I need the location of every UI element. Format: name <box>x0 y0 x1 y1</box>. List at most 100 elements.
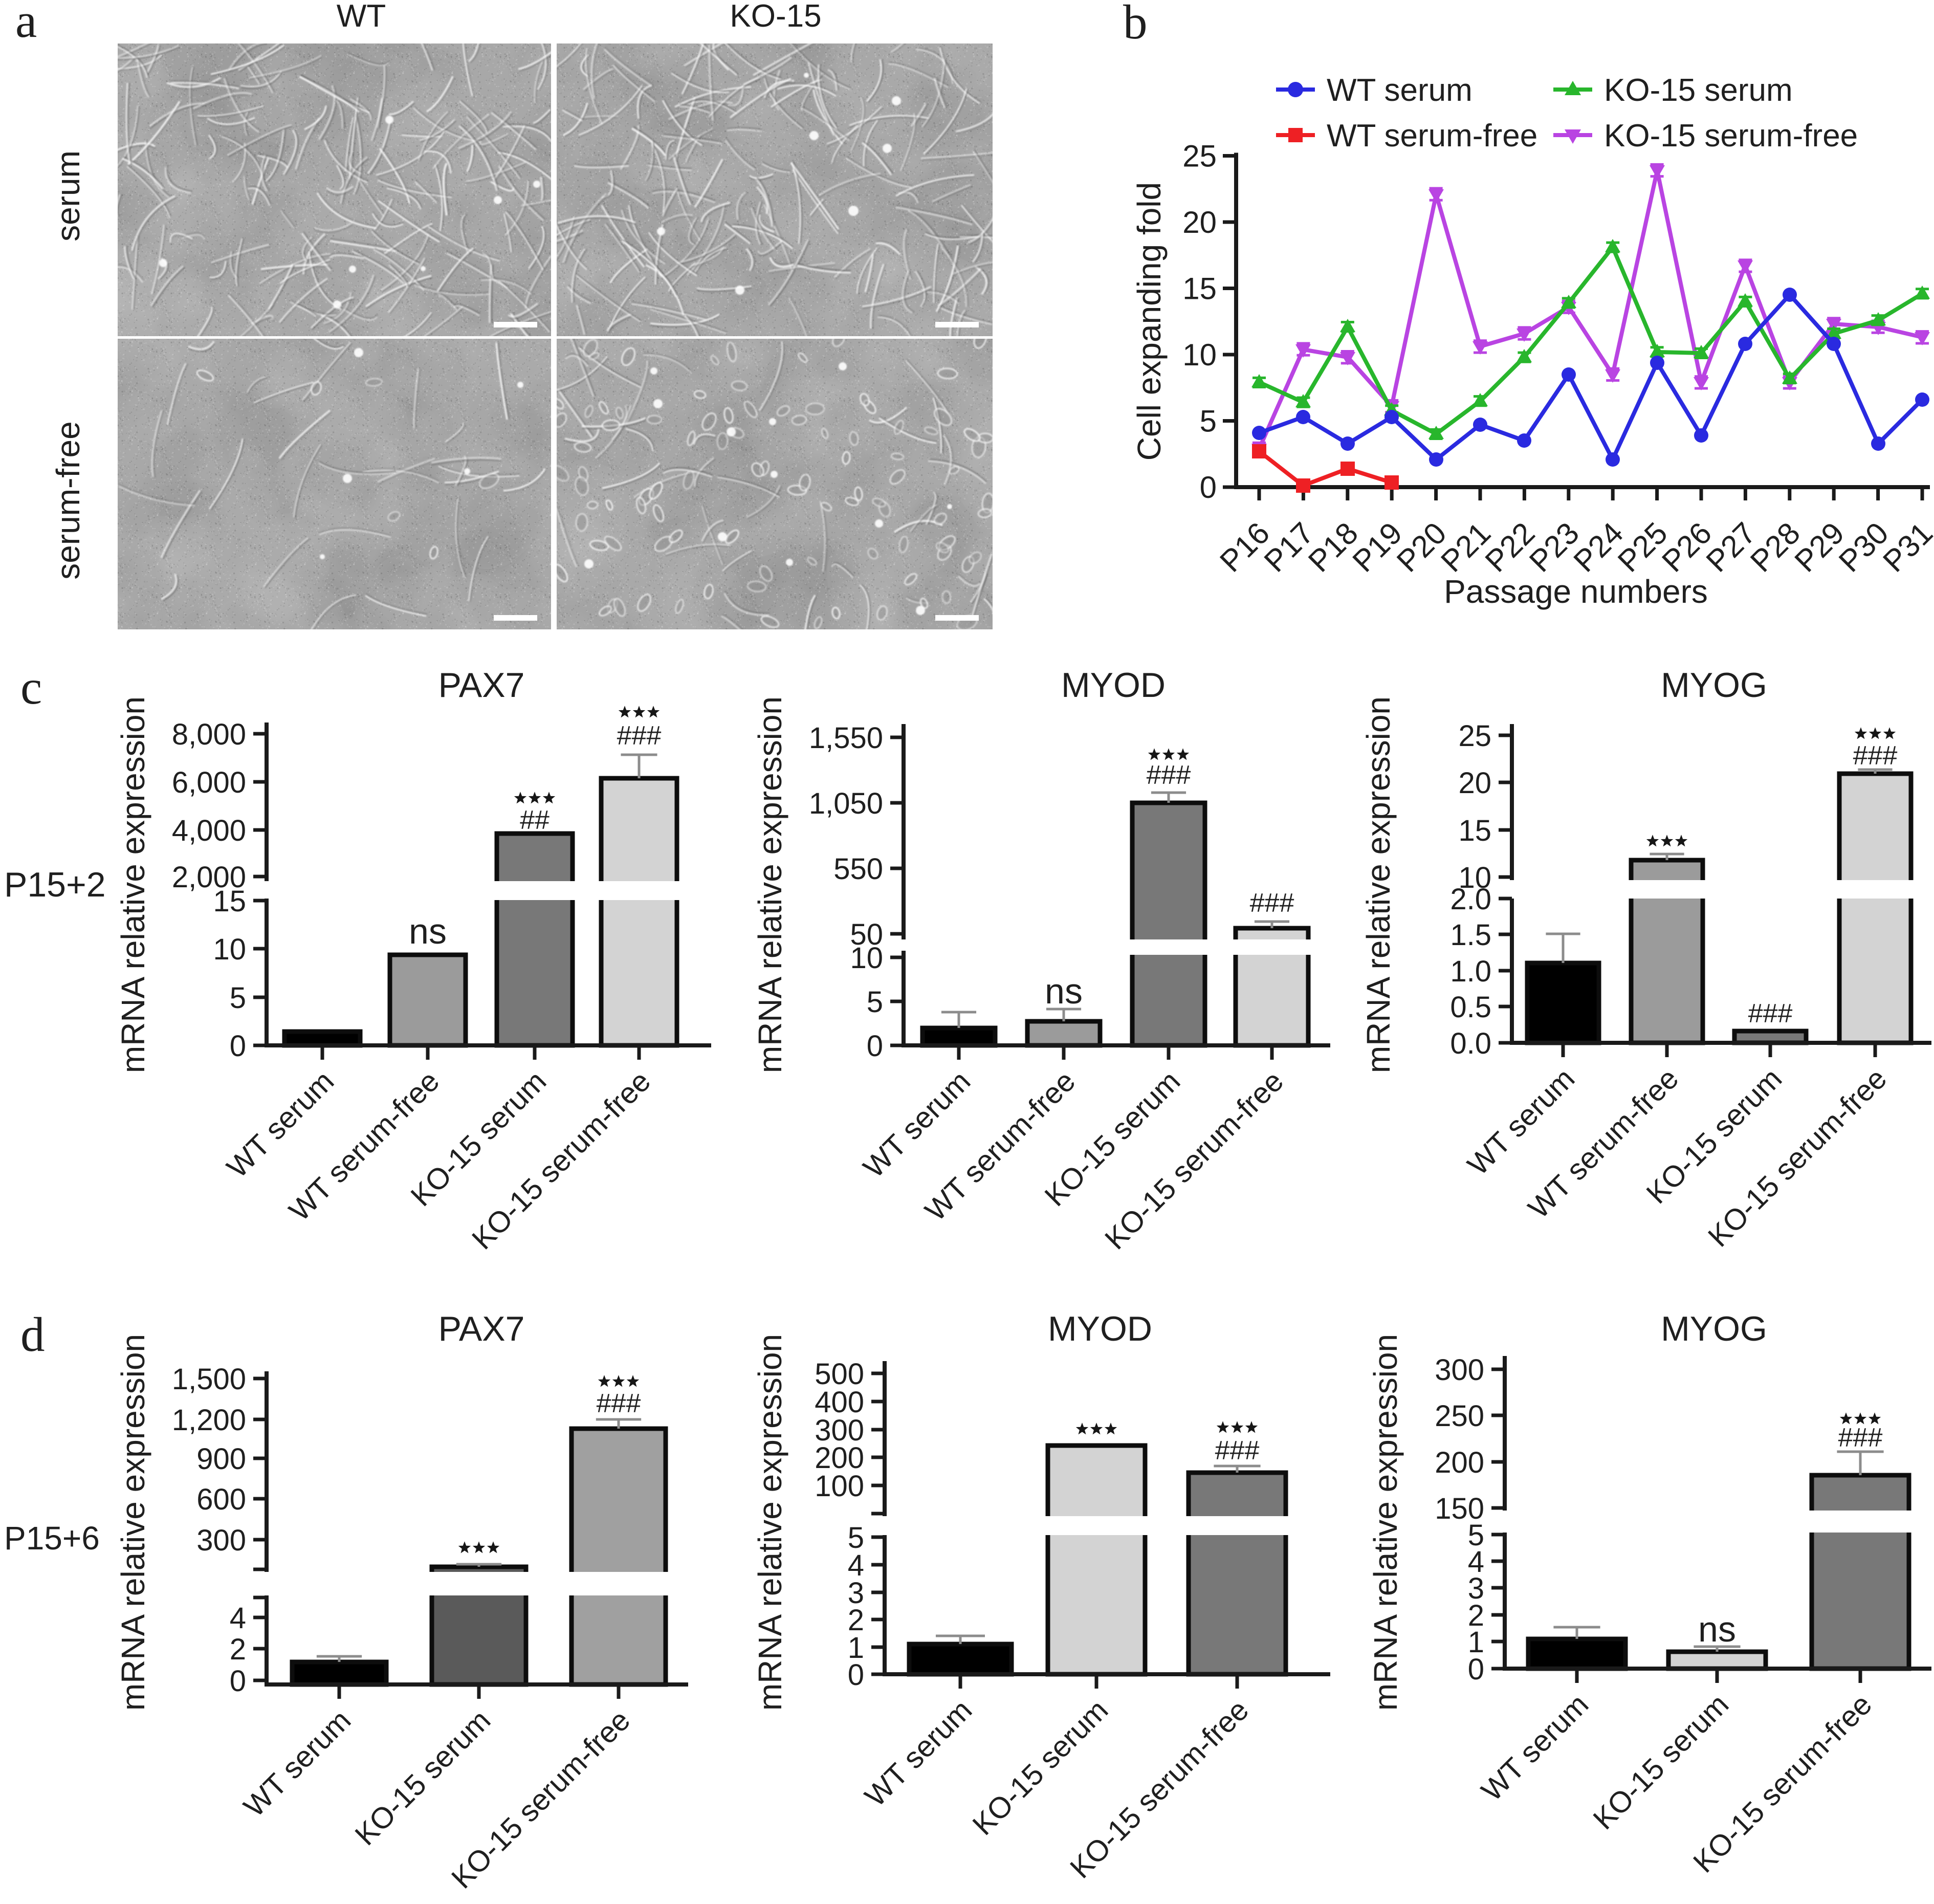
svg-text:PAX7: PAX7 <box>438 666 525 705</box>
svg-text:500: 500 <box>815 1358 864 1391</box>
svg-text:5: 5 <box>867 986 883 1019</box>
svg-text:2: 2 <box>1468 1599 1484 1632</box>
svg-text:50: 50 <box>850 918 883 951</box>
svg-text:15: 15 <box>1458 814 1491 847</box>
svg-text:400: 400 <box>815 1386 864 1419</box>
svg-text:5: 5 <box>1468 1519 1484 1552</box>
svg-text:ns: ns <box>1045 971 1083 1011</box>
svg-text:WT serum: WT serum <box>1327 73 1473 108</box>
svg-text:100: 100 <box>815 1470 864 1503</box>
svg-text:0.5: 0.5 <box>1450 991 1491 1024</box>
svg-text:###: ### <box>1215 1436 1260 1465</box>
svg-text:Passage numbers: Passage numbers <box>1444 573 1708 610</box>
svg-text:6,000: 6,000 <box>172 766 246 799</box>
svg-text:1,050: 1,050 <box>809 787 883 820</box>
svg-text:mRNA relative expression: mRNA relative expression <box>1360 696 1397 1073</box>
svg-text:1,550: 1,550 <box>809 721 883 755</box>
svg-text:150: 150 <box>1435 1492 1484 1525</box>
svg-text:KO-15: KO-15 <box>730 0 821 34</box>
svg-text:mRNA relative expression: mRNA relative expression <box>115 696 151 1073</box>
svg-text:mRNA relative expression: mRNA relative expression <box>115 1334 151 1711</box>
svg-text:250: 250 <box>1435 1399 1484 1433</box>
svg-text:###: ### <box>1838 1423 1883 1453</box>
svg-text:serum: serum <box>50 150 86 242</box>
svg-text:0: 0 <box>867 1030 883 1063</box>
svg-text:WT serum-free: WT serum-free <box>1327 118 1537 154</box>
svg-text:b: b <box>1123 0 1148 49</box>
svg-text:10: 10 <box>1458 861 1491 894</box>
svg-text:PAX7: PAX7 <box>438 1309 525 1348</box>
svg-text:ns: ns <box>1698 1609 1736 1649</box>
svg-text:###: ### <box>1853 741 1898 771</box>
svg-text:a: a <box>15 0 37 48</box>
svg-text:900: 900 <box>196 1442 246 1476</box>
svg-text:MYOG: MYOG <box>1661 1309 1767 1348</box>
svg-text:###: ### <box>617 721 662 751</box>
svg-text:WT serum: WT serum <box>237 1703 357 1823</box>
svg-text:KO-15 serum-free: KO-15 serum-free <box>1098 1064 1290 1256</box>
svg-text:mRNA relative expression: mRNA relative expression <box>752 696 788 1073</box>
svg-text:3: 3 <box>848 1577 864 1610</box>
svg-text:20: 20 <box>1458 767 1491 800</box>
svg-text:0: 0 <box>848 1658 864 1692</box>
svg-text:c: c <box>20 660 42 714</box>
svg-text:mRNA relative expression: mRNA relative expression <box>752 1334 788 1711</box>
svg-text:0: 0 <box>230 1030 246 1063</box>
svg-text:KO-15 serum-free: KO-15 serum-free <box>466 1064 657 1256</box>
svg-text:0.0: 0.0 <box>1450 1027 1491 1060</box>
svg-text:P15+6: P15+6 <box>4 1520 100 1557</box>
svg-text:d: d <box>20 1307 45 1362</box>
svg-text:P31: P31 <box>1876 516 1934 579</box>
svg-text:KO-15 serum-free: KO-15 serum-free <box>1702 1062 1893 1253</box>
svg-text:2,000: 2,000 <box>172 861 246 894</box>
svg-text:1,500: 1,500 <box>172 1363 246 1396</box>
svg-text:0: 0 <box>230 1665 246 1698</box>
svg-text:###: ### <box>1250 888 1294 918</box>
svg-text:P15+2: P15+2 <box>4 865 106 904</box>
svg-text:serum-free: serum-free <box>50 421 86 579</box>
svg-text:Cell expanding fold: Cell expanding fold <box>1131 182 1168 461</box>
svg-text:550: 550 <box>833 852 883 886</box>
svg-text:4: 4 <box>230 1602 246 1635</box>
svg-text:300: 300 <box>1435 1353 1484 1387</box>
svg-text:25: 25 <box>1458 719 1491 753</box>
svg-text:ns: ns <box>409 911 447 951</box>
svg-text:1: 1 <box>1468 1626 1484 1659</box>
svg-text:4: 4 <box>1468 1545 1484 1579</box>
svg-text:KO-15 serum: KO-15 serum <box>1604 73 1793 108</box>
svg-text:0: 0 <box>1200 470 1217 505</box>
svg-text:1,200: 1,200 <box>172 1404 246 1437</box>
svg-text:1: 1 <box>848 1631 864 1665</box>
svg-text:MYOD: MYOD <box>1061 666 1166 705</box>
svg-text:WT serum: WT serum <box>1475 1688 1595 1807</box>
svg-text:3: 3 <box>1468 1572 1484 1605</box>
svg-text:###: ### <box>1147 760 1191 790</box>
svg-text:200: 200 <box>815 1441 864 1475</box>
svg-text:5: 5 <box>848 1521 864 1555</box>
svg-text:KO-15 serum: KO-15 serum <box>348 1703 497 1852</box>
svg-text:300: 300 <box>815 1414 864 1447</box>
svg-text:2.0: 2.0 <box>1450 883 1491 916</box>
svg-text:WT serum: WT serum <box>859 1693 978 1813</box>
svg-text:KO-15 serum: KO-15 serum <box>966 1693 1114 1842</box>
svg-text:##: ## <box>520 805 550 835</box>
svg-text:4: 4 <box>848 1549 864 1582</box>
svg-text:600: 600 <box>196 1483 246 1516</box>
svg-text:mRNA relative expression: mRNA relative expression <box>1367 1334 1404 1711</box>
svg-text:2: 2 <box>230 1633 246 1666</box>
svg-text:MYOD: MYOD <box>1048 1309 1152 1348</box>
svg-text:15: 15 <box>1182 272 1217 306</box>
svg-text:2: 2 <box>848 1604 864 1637</box>
svg-text:10: 10 <box>1182 338 1217 372</box>
svg-text:8,000: 8,000 <box>172 718 246 751</box>
svg-text:300: 300 <box>196 1524 246 1557</box>
svg-text:KO-15 serum: KO-15 serum <box>1587 1688 1735 1836</box>
svg-text:15: 15 <box>213 885 246 918</box>
svg-text:5: 5 <box>1200 404 1217 439</box>
svg-text:5: 5 <box>230 981 246 1015</box>
svg-text:10: 10 <box>213 933 246 966</box>
svg-text:200: 200 <box>1435 1446 1484 1479</box>
svg-text:0: 0 <box>1468 1653 1484 1686</box>
svg-text:###: ### <box>597 1389 641 1418</box>
svg-text:4,000: 4,000 <box>172 814 246 847</box>
